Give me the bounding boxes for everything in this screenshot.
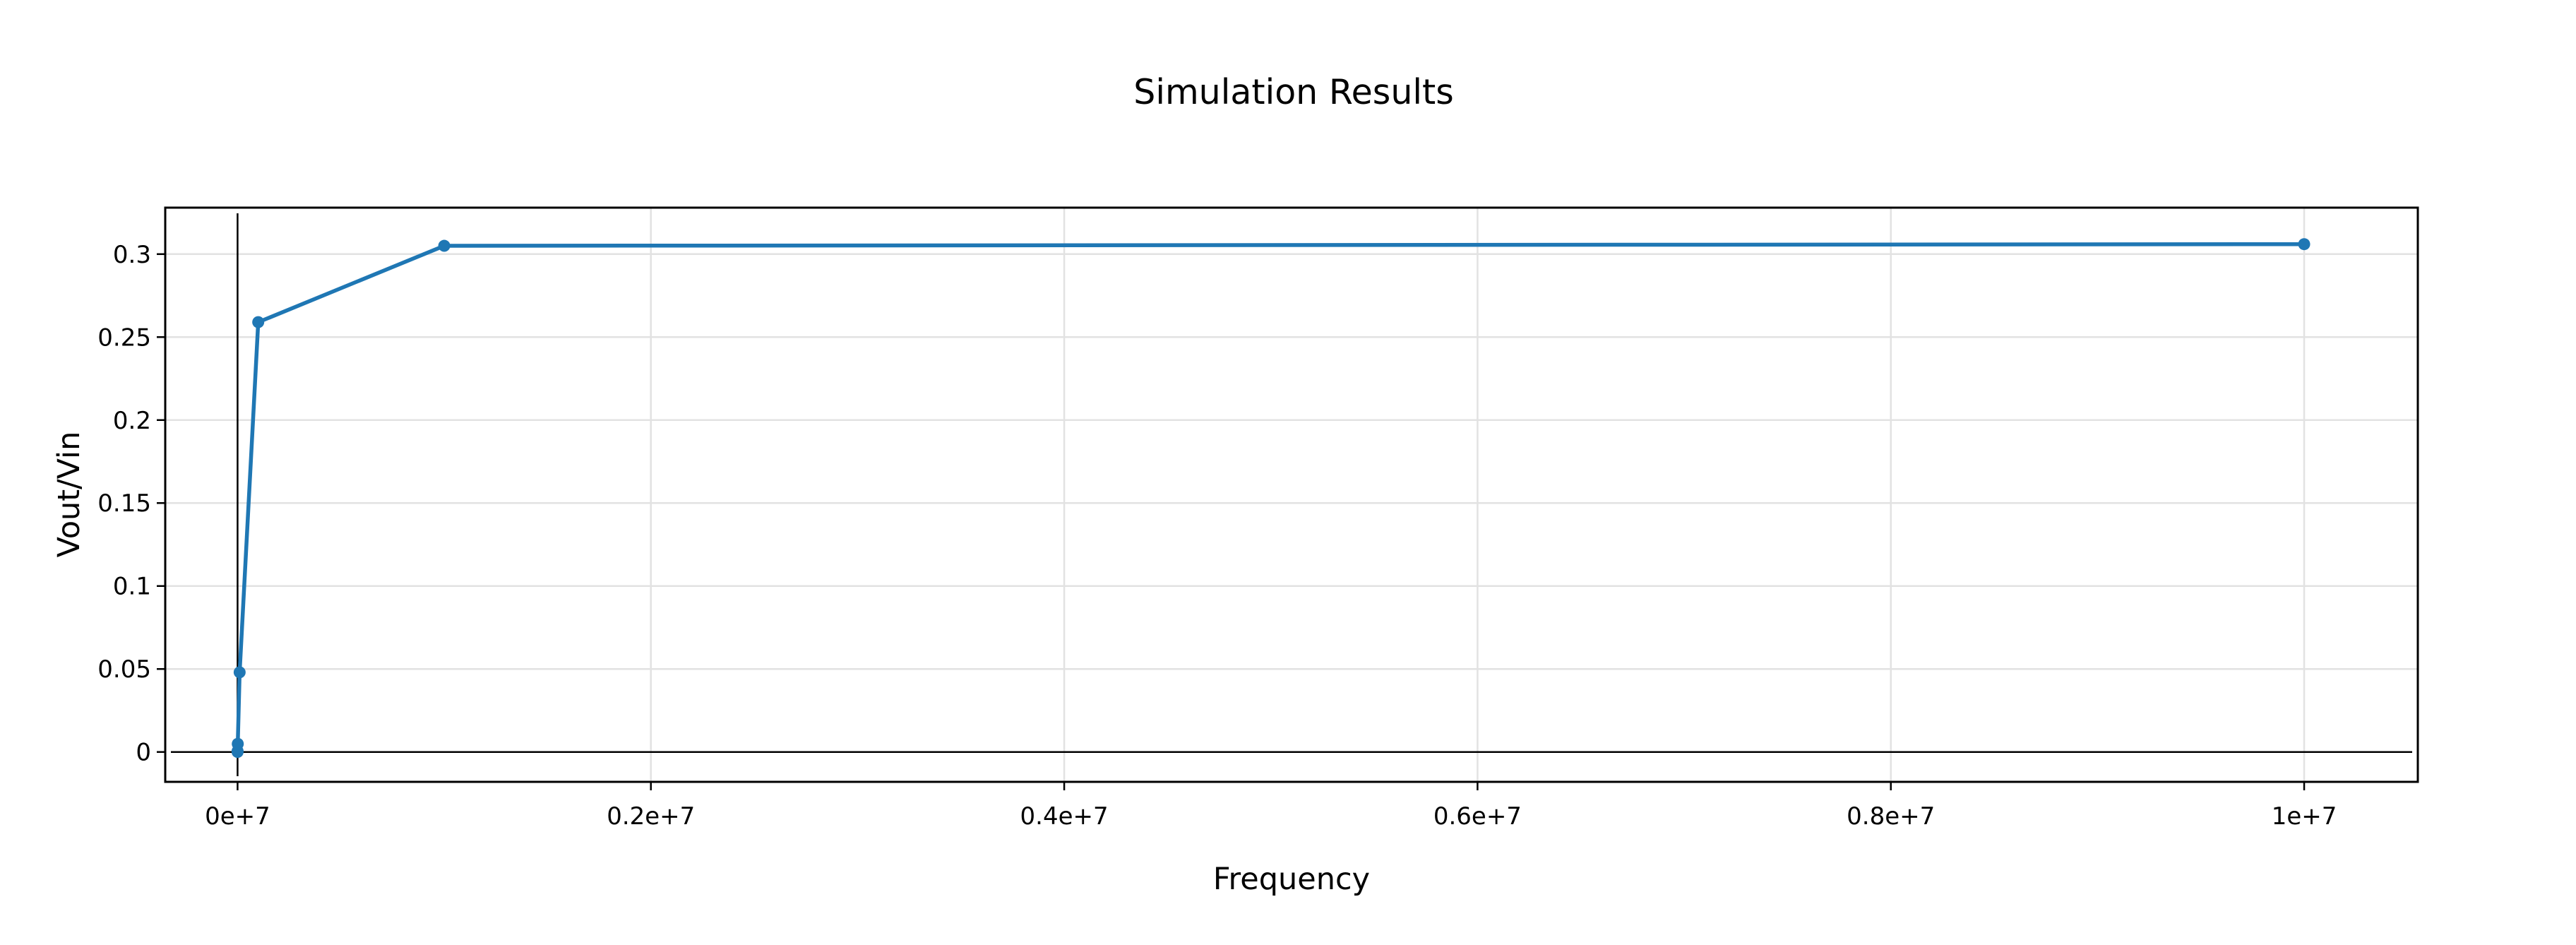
x-tick-label: 1e+7 — [2272, 802, 2337, 831]
chart-title: Simulation Results — [1133, 72, 1454, 112]
y-axis-title: Vout/Vin — [52, 432, 87, 558]
y-tick-label: 0.2 — [113, 407, 151, 435]
x-tick-label: 0e+7 — [205, 802, 270, 831]
y-tick-label: 0.15 — [97, 489, 151, 518]
x-tick-label: 0.8e+7 — [1847, 802, 1935, 831]
gridlines — [165, 208, 2418, 782]
plot-frame — [164, 206, 2419, 783]
x-axis-title: Frequency — [1213, 862, 1370, 897]
data-point — [438, 239, 451, 252]
x-tick-label: 0.6e+7 — [1433, 802, 1522, 831]
data-point — [252, 316, 265, 328]
x-tick-label: 0.2e+7 — [607, 802, 695, 831]
data-point — [2298, 238, 2310, 251]
y-tick-label: 0.1 — [113, 573, 151, 601]
x-tick-label: 0.4e+7 — [1020, 802, 1109, 831]
axis-ticks: 0e+7 0.2e+7 0.4e+7 0.6e+7 0.8e+7 1e+7 0 0.05 0.1… — [97, 241, 2337, 831]
data-point — [232, 737, 244, 750]
y-tick-label: 0.05 — [97, 655, 151, 684]
data-point — [233, 666, 246, 679]
y-tick-label: 0.25 — [97, 323, 151, 352]
y-tick-label: 0.3 — [113, 241, 151, 269]
series-layer — [231, 238, 2310, 759]
y-tick-label: 0 — [136, 739, 151, 767]
